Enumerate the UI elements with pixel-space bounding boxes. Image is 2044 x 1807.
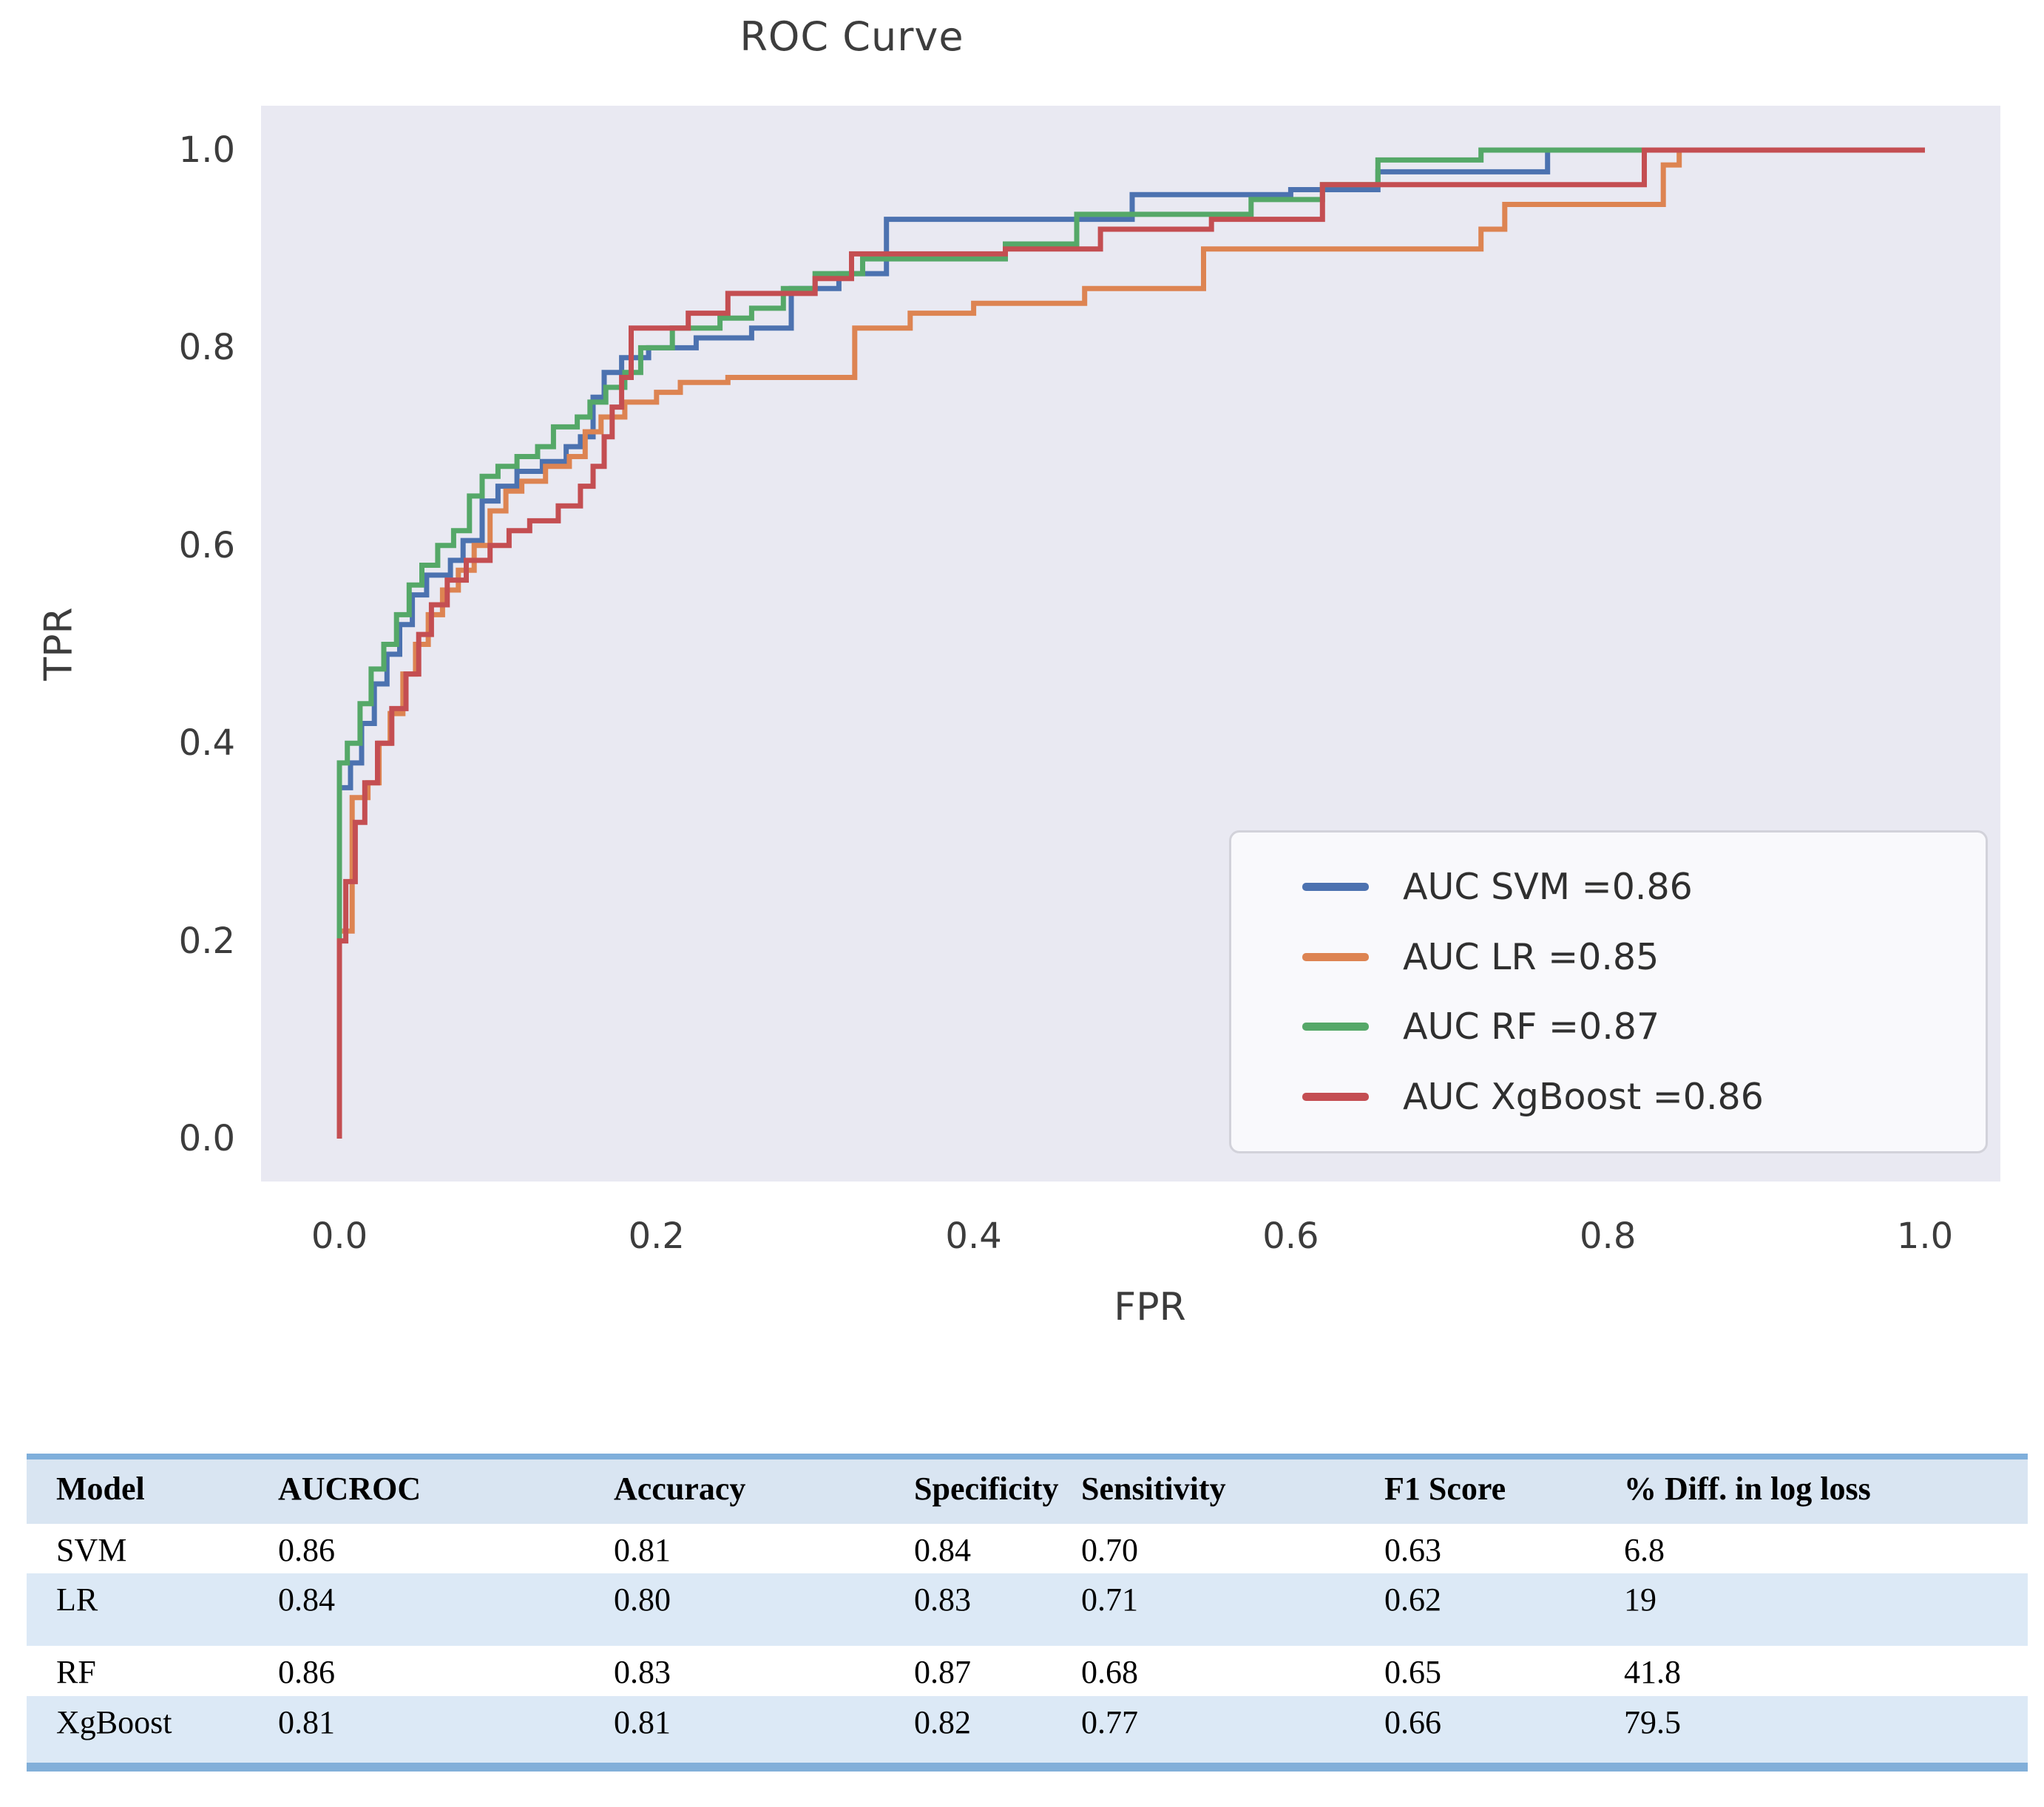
table-header-cell: Accuracy (614, 1460, 914, 1524)
table-cell: 0.65 (1384, 1654, 1441, 1690)
y-tick-label: 0.6 (178, 524, 235, 566)
legend-swatch-rf (1302, 1023, 1369, 1031)
legend-swatch-lr (1302, 952, 1369, 961)
table-row-rf: RF 0.86 0.83 0.87 0.68 0.65 41.8 (27, 1646, 2028, 1696)
table-body: SVM 0.86 0.81 0.84 0.70 0.63 6.8 LR 0.84 0.80 0.83… (27, 1524, 2028, 1772)
table-cell: 0.81 (278, 1704, 335, 1740)
legend-swatch-xgboost (1302, 1093, 1369, 1102)
chart-title: ROC Curve (740, 13, 964, 60)
table-cell: 0.87 (914, 1654, 971, 1690)
table-header-cell: Sensitivity (1081, 1460, 1384, 1524)
x-tick-label: 1.0 (1896, 1216, 1954, 1257)
table-header-cell: Specificity (914, 1460, 1081, 1524)
table-cell: 41.8 (1624, 1654, 1681, 1690)
x-tick-label: 0.8 (1580, 1216, 1637, 1257)
legend-item-lr: AUC LR =0.85 (1231, 922, 1986, 992)
table-top-rule (27, 1454, 2028, 1460)
table-cell: 0.80 (614, 1581, 671, 1618)
table-header-row: Model AUCROC Accuracy Specificity Sensitivit… (27, 1460, 2028, 1524)
table-row-lr: LR 0.84 0.80 0.83 0.71 0.62 19 (27, 1573, 2028, 1646)
legend-swatch-svm (1302, 882, 1369, 891)
metrics-table: Model AUCROC Accuracy Specificity Sensitivit… (27, 1460, 2028, 1772)
x-tick-label: 0.0 (311, 1216, 368, 1257)
table-cell: RF (56, 1654, 96, 1690)
table-cell: 19 (1624, 1581, 1656, 1618)
table-cell: 0.86 (278, 1654, 335, 1690)
legend-label: AUC XgBoost =0.86 (1403, 1076, 1764, 1119)
table-header-cell: Model (27, 1460, 278, 1524)
table-header-cell: F1 Score (1384, 1460, 1624, 1524)
legend-box: AUC SVM =0.86 AUC LR =0.85 AUC RF =0.87 AUC… (1229, 830, 1988, 1153)
table-cell: 0.84 (914, 1532, 971, 1568)
table-cell: 0.82 (914, 1704, 971, 1740)
table-cell: 0.70 (1081, 1532, 1138, 1568)
table-cell: 0.84 (278, 1581, 335, 1618)
table-cell: 0.86 (278, 1532, 335, 1568)
legend-label: AUC LR =0.85 (1403, 935, 1659, 978)
table-bottom-rule (27, 1763, 2028, 1772)
table-cell: 0.62 (1384, 1581, 1441, 1618)
table-header-row: Model AUCROC Accuracy Specificity Sensitivit… (27, 1460, 2028, 1524)
table-cell: 0.77 (1081, 1704, 1138, 1740)
y-axis-label: TPR (36, 607, 81, 681)
legend-label: AUC RF =0.87 (1403, 1006, 1660, 1048)
table-cell: 0.81 (614, 1704, 671, 1740)
table-cell: 79.5 (1624, 1704, 1681, 1740)
table-cell: XgBoost (56, 1704, 172, 1740)
y-tick-label: 0.0 (178, 1118, 235, 1159)
table-cell: 0.83 (914, 1581, 971, 1618)
table-header-cell: AUCROC (278, 1460, 614, 1524)
table-cell: 0.71 (1081, 1581, 1138, 1618)
table-cell: 6.8 (1624, 1532, 1665, 1568)
y-tick-label: 1.0 (178, 129, 235, 171)
table-cell: 0.66 (1384, 1704, 1441, 1740)
table-cell: 0.63 (1384, 1532, 1441, 1568)
table-cell: 0.68 (1081, 1654, 1138, 1690)
x-tick-label: 0.2 (628, 1216, 685, 1257)
legend-item-xgboost: AUC XgBoost =0.86 (1231, 1062, 1986, 1132)
x-tick-label: 0.6 (1262, 1216, 1319, 1257)
table-header-cell: % Diff. in log loss (1624, 1460, 2028, 1524)
x-tick-label: 0.4 (945, 1216, 1002, 1257)
y-tick-label: 0.4 (178, 722, 235, 764)
table-cell: 0.83 (614, 1654, 671, 1690)
table-row-xgboost: XgBoost 0.81 0.81 0.82 0.77 0.66 79.5 (27, 1696, 2028, 1772)
x-axis-label: FPR (1114, 1285, 1186, 1329)
table-row-svm: SVM 0.86 0.81 0.84 0.70 0.63 6.8 (27, 1524, 2028, 1573)
legend-item-svm: AUC SVM =0.86 (1231, 852, 1986, 922)
table-cell: SVM (56, 1532, 127, 1568)
legend-label: AUC SVM =0.86 (1403, 865, 1693, 908)
table-cell: 0.81 (614, 1532, 671, 1568)
y-tick-label: 0.2 (178, 920, 235, 962)
y-tick-label: 0.8 (178, 327, 235, 369)
table-cell: LR (56, 1581, 98, 1618)
legend-item-rf: AUC RF =0.87 (1231, 992, 1986, 1062)
